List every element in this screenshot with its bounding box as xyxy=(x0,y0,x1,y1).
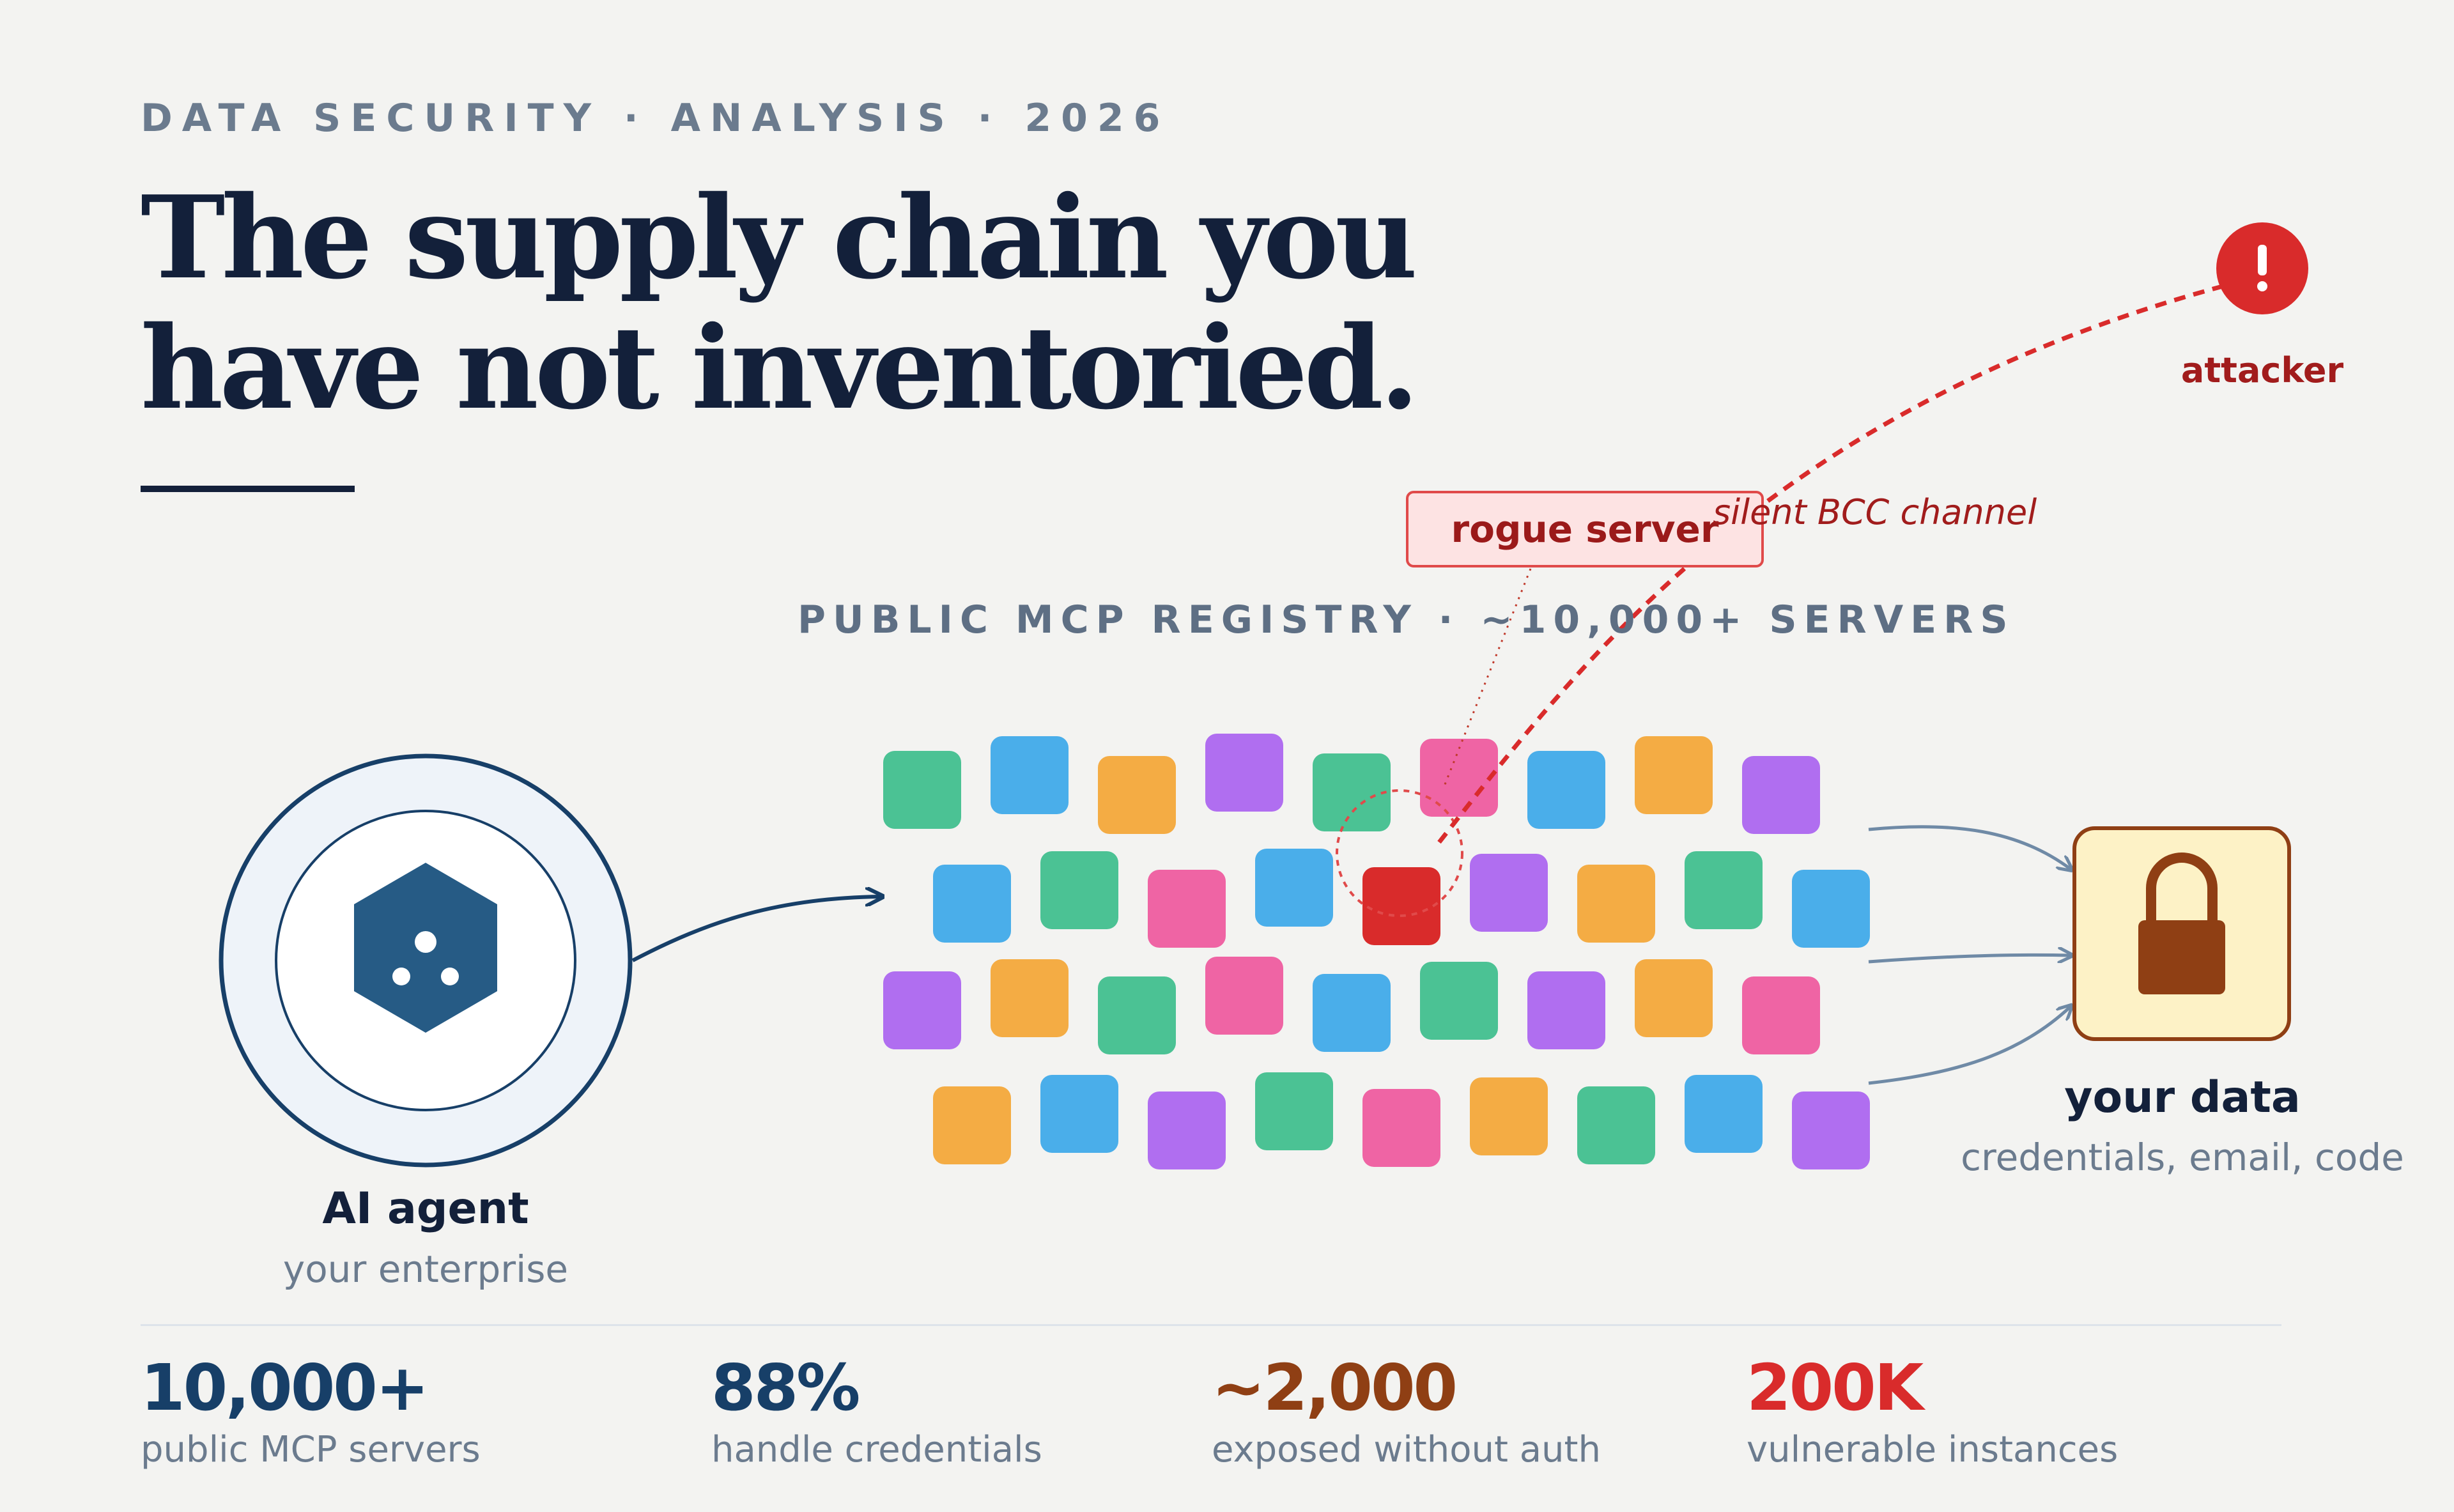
server-tile xyxy=(1098,976,1176,1054)
server-tile xyxy=(1742,756,1820,834)
server-tile xyxy=(1040,1075,1118,1153)
server-tile xyxy=(991,736,1069,814)
server-tile xyxy=(1148,870,1226,948)
registry-to-data-arrow-2 xyxy=(1868,955,2071,962)
registry-to-data-arrow-1 xyxy=(1868,825,2071,869)
page-title: The supply chain you have not inventorie… xyxy=(141,173,1674,433)
server-tile xyxy=(1685,851,1763,929)
server-tile xyxy=(883,751,961,829)
server-tile xyxy=(1792,870,1870,948)
stat-label: exposed without auth xyxy=(1212,1429,1601,1470)
stat-servers: 10,000+ public MCP servers xyxy=(141,1350,481,1470)
server-tile xyxy=(1470,1077,1548,1155)
server-tile xyxy=(1420,739,1498,817)
stat-value: 88% xyxy=(711,1350,860,1425)
eyebrow: DATA SECURITY · ANALYSIS · 2026 xyxy=(141,96,1170,141)
server-tile xyxy=(1420,962,1498,1040)
server-tile xyxy=(933,865,1011,943)
registry-to-data-arrow-3 xyxy=(1868,1007,2071,1085)
stat-vulnerable: 200K vulnerable instances xyxy=(1747,1350,2118,1470)
server-tile xyxy=(1098,756,1176,834)
page-title-line-1: The supply chain you xyxy=(141,171,1417,304)
server-tile xyxy=(1205,957,1283,1035)
rogue-server-label: rogue server xyxy=(1406,491,1764,567)
server-tile xyxy=(1527,751,1605,829)
server-tile xyxy=(1255,849,1333,927)
server-tile xyxy=(1470,854,1548,932)
server-tile xyxy=(1527,971,1605,1049)
server-tile xyxy=(933,1086,1011,1164)
stat-credentials: 88% handle credentials xyxy=(711,1350,1042,1470)
attacker-node xyxy=(2216,222,2308,314)
data-subtitle: credentials, email, code xyxy=(1961,1136,2404,1179)
agent-subtitle: your enterprise xyxy=(282,1247,569,1291)
server-tile xyxy=(1255,1072,1333,1150)
server-tile xyxy=(1148,1092,1226,1169)
server-tile xyxy=(1792,1092,1870,1169)
server-tile xyxy=(1040,851,1118,929)
server-tile xyxy=(1742,976,1820,1054)
agent-to-registry-arrow xyxy=(631,897,881,962)
your-data-node xyxy=(2072,826,2291,1041)
rogue-label-leader xyxy=(1442,568,1532,790)
server-tile xyxy=(1313,753,1391,831)
stat-value: ~2,000 xyxy=(1212,1350,1458,1425)
server-tile xyxy=(1635,959,1713,1037)
rogue-server-tile xyxy=(1362,867,1440,945)
attacker-label: attacker xyxy=(2180,350,2344,390)
server-tile xyxy=(1685,1075,1763,1153)
stat-value: 10,000+ xyxy=(141,1350,429,1425)
silent-bcc-channel-label: silent BCC channel xyxy=(1713,492,2037,532)
server-tile xyxy=(883,971,961,1049)
registry-label: PUBLIC MCP REGISTRY · ~10,000+ SERVERS xyxy=(798,598,2015,642)
page-title-line-2: have not inventoried. xyxy=(141,301,1419,435)
ai-agent-node xyxy=(219,753,633,1168)
server-tile xyxy=(1635,736,1713,814)
server-tile xyxy=(1362,1089,1440,1167)
stat-label: handle credentials xyxy=(711,1429,1042,1470)
stat-value: 200K xyxy=(1747,1350,1924,1425)
server-tile xyxy=(1577,865,1655,943)
server-tile xyxy=(1313,974,1391,1052)
title-underline xyxy=(141,486,355,492)
registry-server-grid xyxy=(883,734,1870,1169)
stat-exposed: ~2,000 exposed without auth xyxy=(1212,1350,1601,1470)
server-tile xyxy=(1577,1086,1655,1164)
stat-label: vulnerable instances xyxy=(1747,1429,2118,1470)
stat-label: public MCP servers xyxy=(141,1429,481,1470)
data-title: your data xyxy=(2064,1072,2301,1123)
agent-title: AI agent xyxy=(322,1184,529,1234)
stats-divider xyxy=(141,1324,2281,1326)
server-tile xyxy=(1205,734,1283,812)
server-tile xyxy=(991,959,1069,1037)
padlock-icon xyxy=(2138,852,2225,994)
rogue-server-highlight-ring xyxy=(1336,789,1463,917)
hexagon-agent-icon xyxy=(354,863,497,1033)
